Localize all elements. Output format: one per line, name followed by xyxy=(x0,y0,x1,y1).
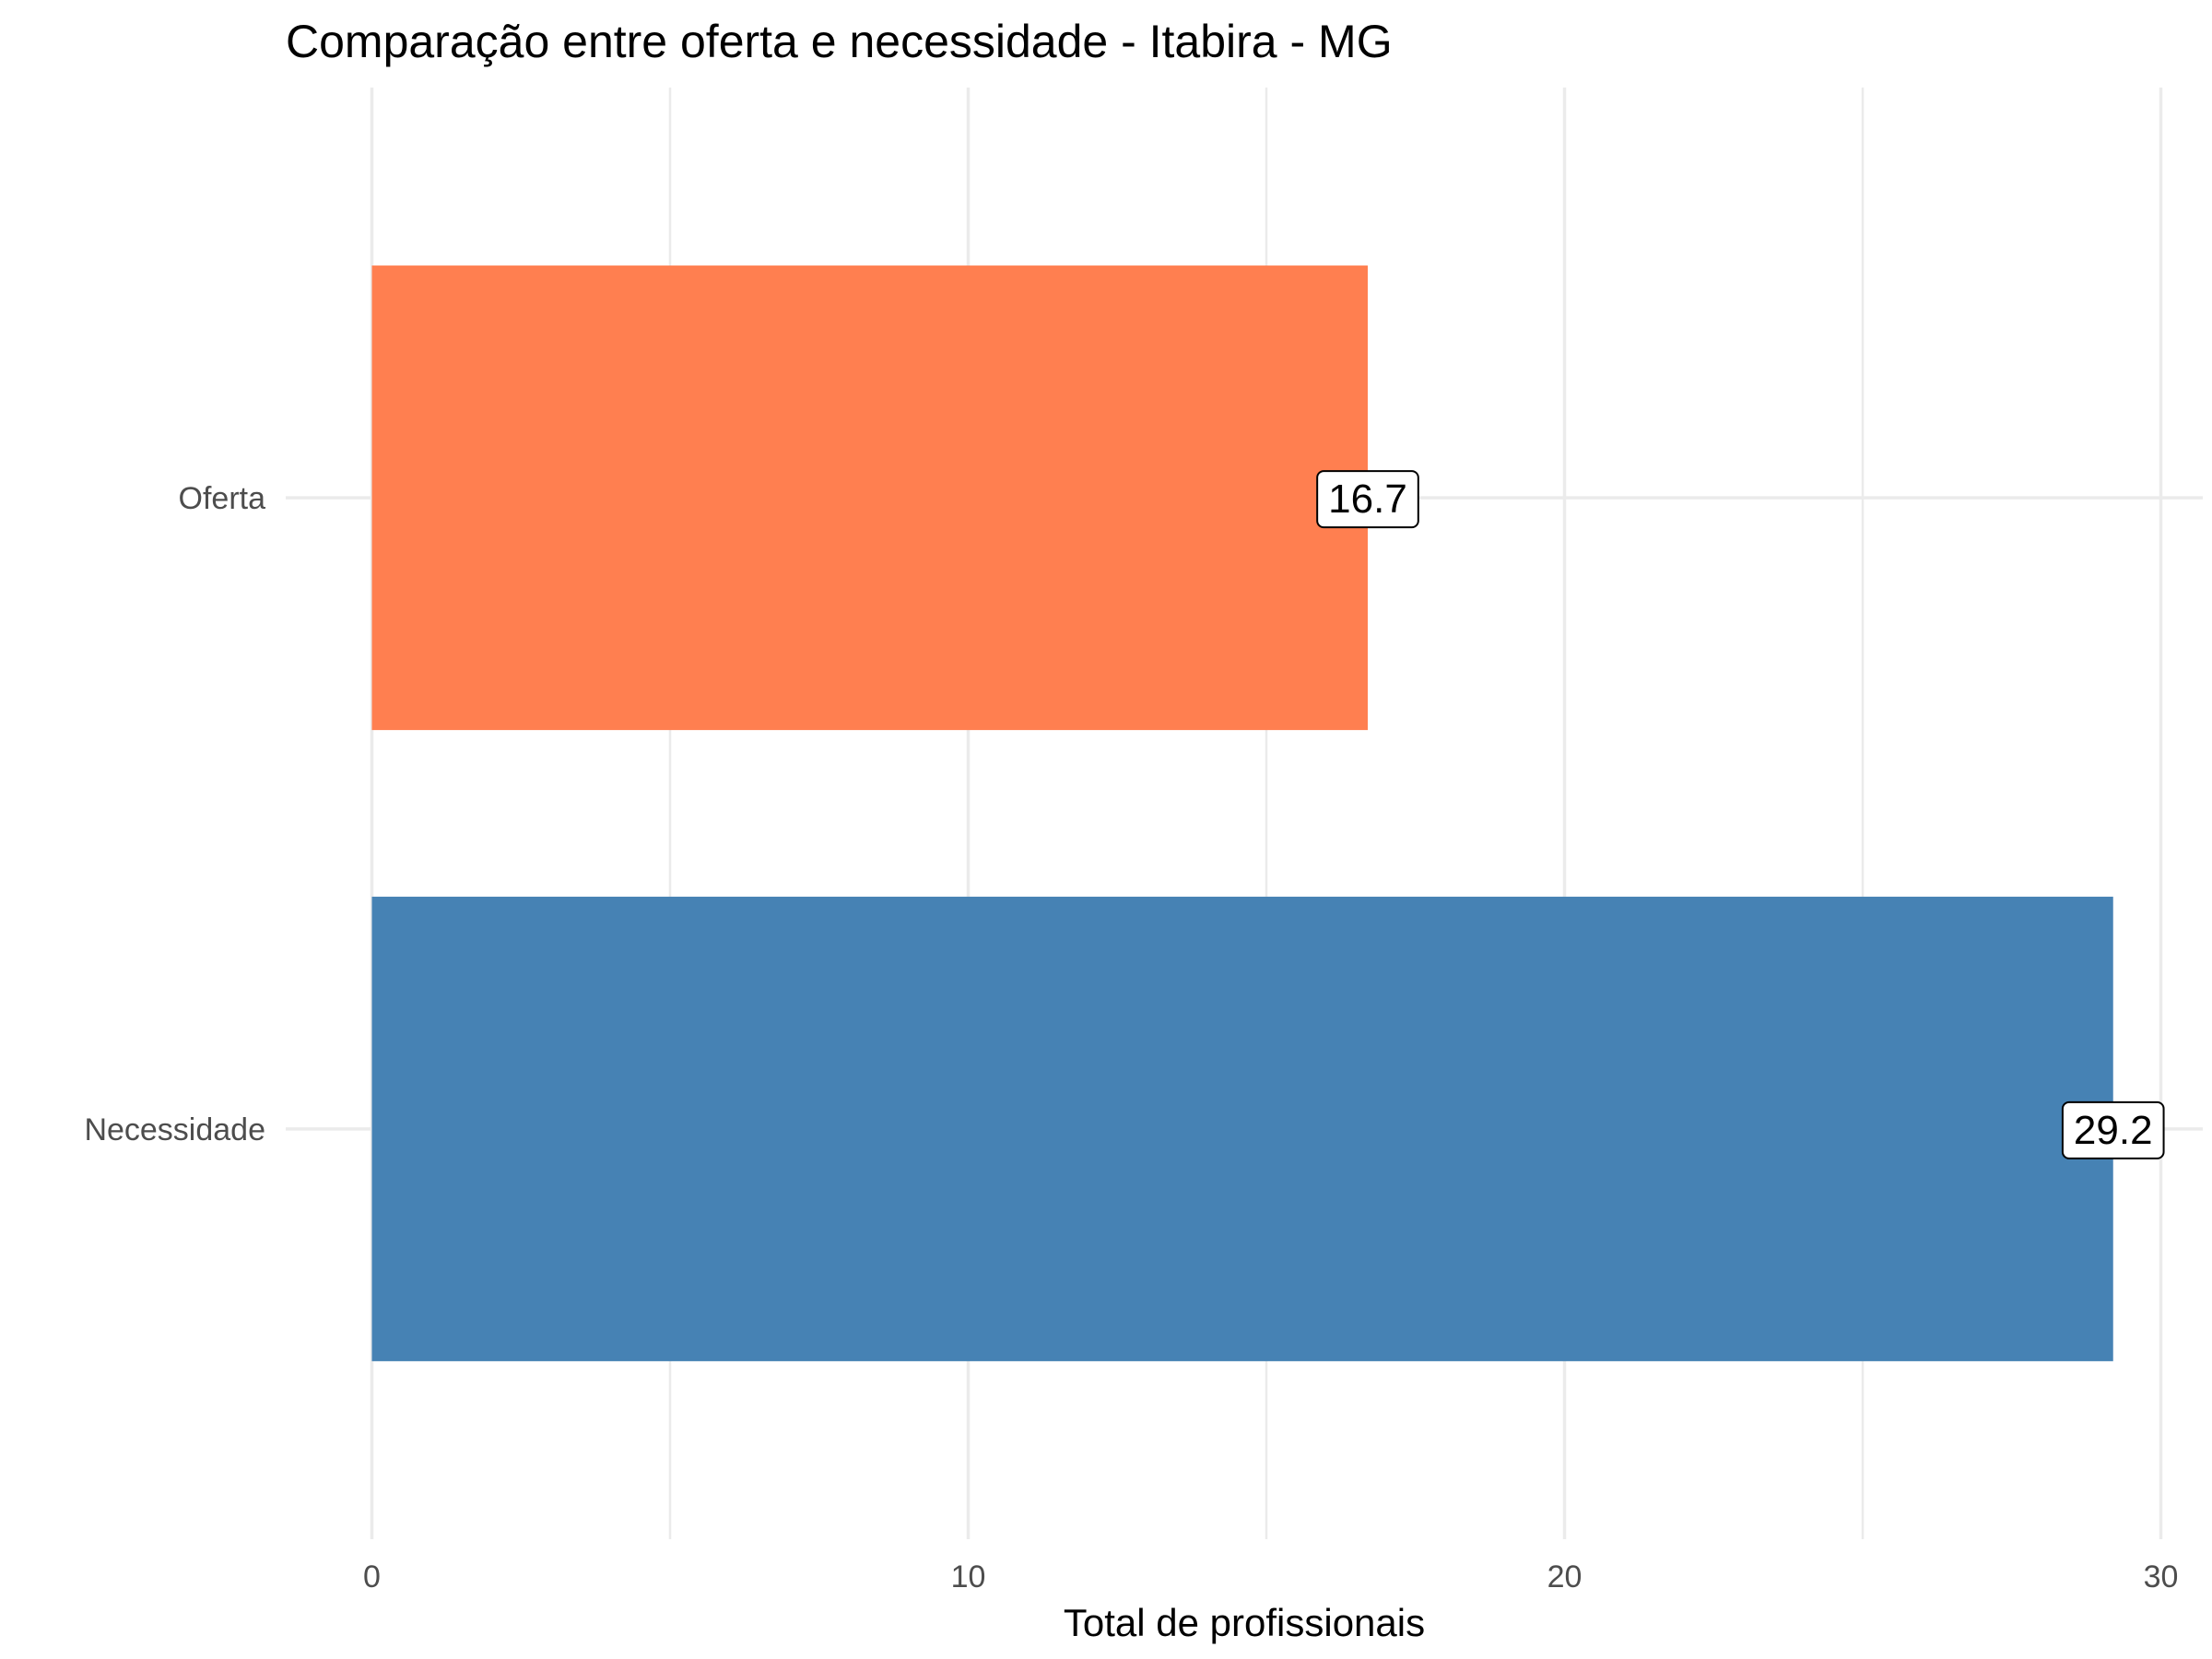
bar-oferta xyxy=(371,265,1368,731)
x-tick-label: 10 xyxy=(951,1559,986,1594)
data-label: 16.7 xyxy=(1316,470,1419,529)
y-tick-label: Oferta xyxy=(179,481,266,516)
y-axis-tick-labels: Necessidade Oferta xyxy=(84,481,265,1147)
data-labels: 29.2 16.7 xyxy=(1316,470,2165,1159)
data-label: 29.2 xyxy=(2061,1100,2165,1159)
x-axis-label: Total de profissionais xyxy=(1064,1601,1425,1644)
data-label-box xyxy=(2061,1100,2165,1159)
x-tick-label: 0 xyxy=(363,1559,381,1594)
data-label-text: 16.7 xyxy=(1328,477,1407,522)
bar-necessidade xyxy=(371,896,2113,1361)
data-label-text: 29.2 xyxy=(2074,1108,2153,1153)
x-tick-label: 30 xyxy=(2144,1559,2179,1594)
x-axis-tick-labels: 0 10 20 30 xyxy=(363,1559,2178,1594)
chart-title: Comparação entre oferta e necessidade - … xyxy=(286,16,1393,67)
y-tick-label: Necessidade xyxy=(84,1112,265,1147)
data-label-box xyxy=(1316,470,1419,529)
bars xyxy=(371,265,2113,1361)
x-tick-label: 20 xyxy=(1547,1559,1583,1594)
